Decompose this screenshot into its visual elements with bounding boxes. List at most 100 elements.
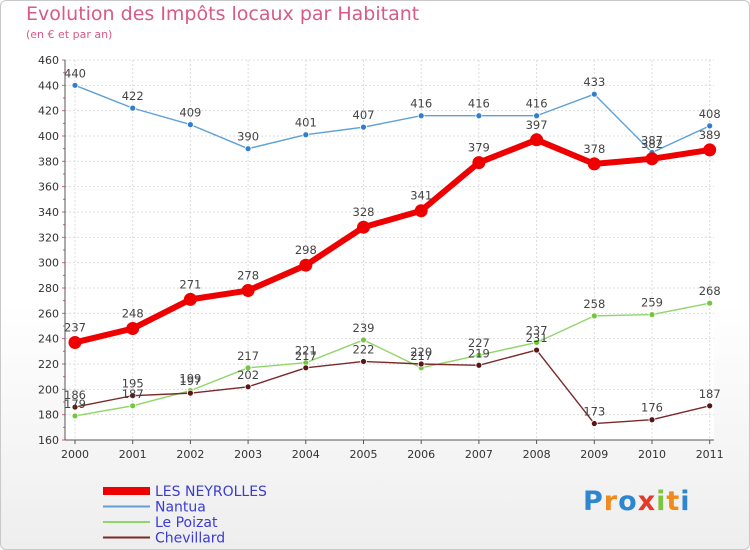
logo-letter: o — [618, 486, 638, 517]
series-layer — [68, 81, 717, 427]
data-point-les-neyrolles — [645, 152, 659, 166]
x-tick-label: 2007 — [465, 448, 493, 461]
data-point-nantua — [475, 112, 483, 120]
data-point-nantua — [360, 123, 367, 131]
data-point-les-neyrolles — [414, 204, 428, 218]
data-label-nantua: 416 — [410, 97, 432, 111]
logo-letter: x — [637, 486, 657, 517]
data-label-chevillard: 195 — [122, 377, 144, 391]
data-point-le-poizat — [129, 402, 137, 410]
data-point-le-poizat — [71, 412, 79, 420]
y-tick-label: 400 — [38, 130, 59, 143]
data-point-nantua — [590, 90, 598, 98]
x-tick-label: 2003 — [234, 448, 262, 461]
logo-letter: P — [583, 486, 604, 517]
y-tick-label: 320 — [38, 231, 59, 244]
data-label-chevillard: 173 — [583, 405, 605, 419]
data-label-les-neyrolles: 298 — [295, 243, 317, 257]
data-point-chevillard — [648, 416, 656, 424]
plot-background — [65, 60, 714, 440]
series-line-chevillard — [74, 349, 710, 425]
data-label-le-poizat: 221 — [295, 344, 317, 358]
x-tick-label: 2004 — [292, 448, 320, 461]
x-tick-label: 2001 — [119, 448, 147, 461]
x-tick-label: 2005 — [350, 448, 378, 461]
data-label-nantua: 408 — [699, 107, 721, 121]
legend-label-chevillard: Chevillard — [155, 531, 225, 547]
data-point-nantua — [417, 112, 425, 120]
y-tick-label: 420 — [38, 105, 59, 118]
y-tick-label: 300 — [38, 257, 59, 270]
data-point-chevillard — [706, 402, 714, 410]
data-point-nantua — [129, 104, 137, 112]
data-point-chevillard — [302, 364, 310, 372]
data-label-les-neyrolles: 237 — [64, 320, 86, 334]
data-label-le-poizat: 239 — [353, 321, 375, 335]
data-point-nantua — [244, 145, 252, 153]
data-point-nantua — [71, 81, 79, 89]
data-label-chevillard: 219 — [468, 346, 490, 360]
data-point-les-neyrolles — [703, 143, 717, 157]
data-point-chevillard — [533, 346, 540, 354]
data-label-le-poizat: 217 — [410, 349, 432, 363]
data-point-le-poizat — [648, 311, 656, 319]
data-label-chevillard: 231 — [526, 331, 548, 345]
data-point-les-neyrolles — [299, 258, 313, 272]
data-point-les-neyrolles — [126, 322, 140, 336]
data-label-les-neyrolles: 379 — [468, 141, 490, 155]
chart-subtitle: (en € et par an) — [26, 28, 113, 41]
data-label-chevillard: 222 — [353, 342, 375, 356]
axes: 160 180 200 220 240 260 280 300 320 340 360 380 400 4… — [38, 54, 724, 461]
data-label-chevillard: 220 — [410, 345, 432, 359]
x-tick-label: 2000 — [61, 448, 89, 461]
x-tick-label: 2009 — [580, 448, 608, 461]
data-point-le-poizat — [244, 364, 252, 372]
data-label-nantua: 422 — [122, 89, 144, 103]
y-tick-label: 440 — [38, 79, 59, 92]
data-point-chevillard — [71, 403, 79, 411]
data-label-chevillard: 186 — [64, 388, 86, 402]
data-label-les-neyrolles: 271 — [179, 277, 201, 291]
logo-letter: i — [680, 486, 691, 517]
data-point-le-poizat — [533, 339, 540, 346]
data-point-chevillard — [186, 389, 194, 397]
y-tick-label: 360 — [38, 181, 59, 194]
data-label-le-poizat: 237 — [526, 323, 548, 337]
data-label-chevillard: 176 — [641, 401, 663, 415]
logo-letter: t — [666, 486, 681, 517]
data-label-chevillard: 217 — [295, 349, 317, 363]
data-label-nantua: 387 — [641, 133, 663, 147]
x-tick-label: 2008 — [523, 448, 551, 461]
x-tick-label: 2002 — [176, 448, 204, 461]
legend-label-nantua: Nantua — [155, 500, 206, 516]
data-label-nantua: 416 — [526, 97, 548, 111]
data-label-nantua: 407 — [353, 108, 375, 122]
data-point-chevillard — [417, 360, 425, 368]
data-label-chevillard: 187 — [699, 387, 721, 401]
data-label-les-neyrolles: 397 — [526, 118, 548, 132]
data-point-les-neyrolles — [530, 133, 544, 147]
x-tick-label: 2011 — [696, 448, 724, 461]
data-point-le-poizat — [475, 351, 483, 359]
data-point-nantua — [706, 122, 714, 130]
y-tick-label: 280 — [38, 282, 59, 295]
data-point-le-poizat — [360, 336, 367, 344]
data-label-les-neyrolles: 248 — [122, 307, 144, 321]
x-tick-label: 2006 — [407, 448, 435, 461]
data-point-chevillard — [475, 361, 483, 369]
data-point-nantua — [533, 112, 540, 120]
data-point-les-neyrolles — [587, 157, 601, 171]
chart-title: Evolution des Impôts locaux par Habitant — [26, 3, 420, 25]
data-label-le-poizat: 268 — [699, 284, 721, 298]
data-point-chevillard — [244, 383, 252, 391]
y-tick-label: 340 — [38, 206, 59, 219]
data-label-le-poizat: 179 — [64, 397, 86, 411]
logo-letter: r — [603, 486, 619, 517]
y-tick-label: 200 — [38, 383, 59, 396]
y-tick-label: 240 — [38, 333, 59, 346]
y-tick-label: 160 — [38, 434, 59, 447]
data-point-nantua — [302, 131, 310, 139]
grid — [65, 59, 714, 441]
